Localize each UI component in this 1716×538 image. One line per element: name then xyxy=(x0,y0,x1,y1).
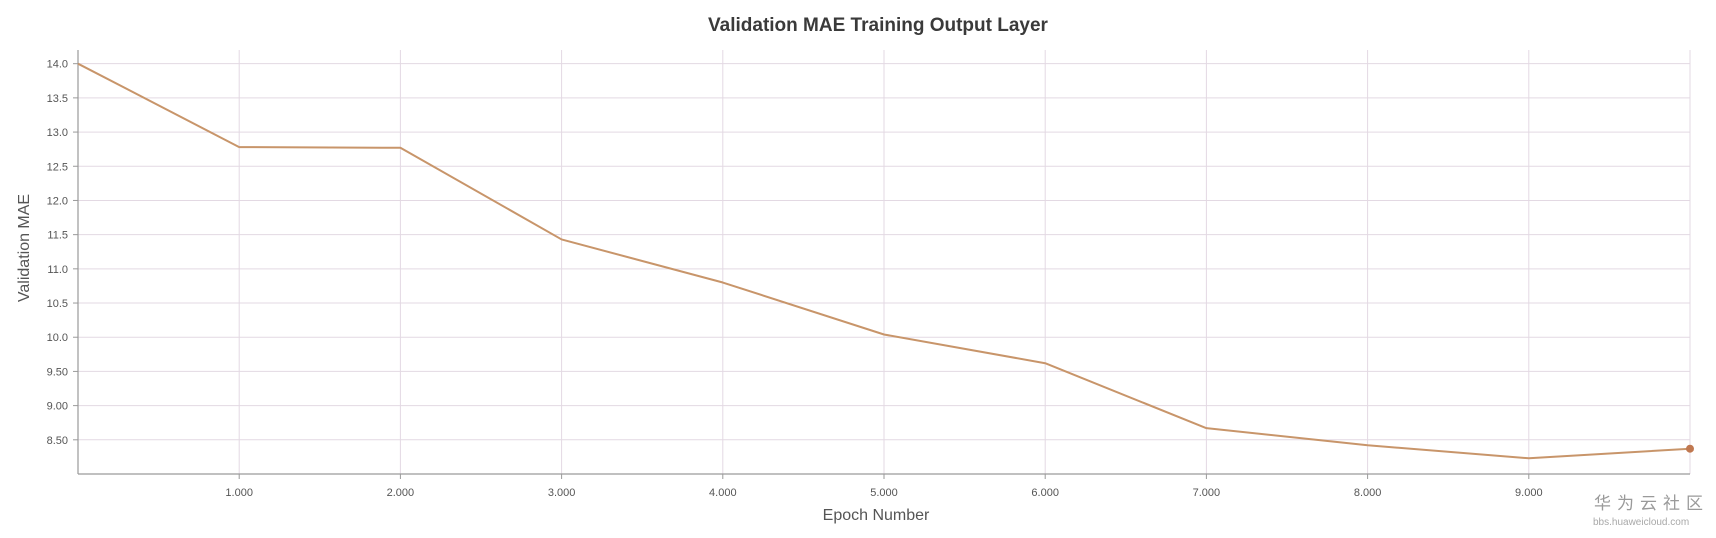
y-tick-label: 9.00 xyxy=(47,401,68,413)
y-tick-label: 11.5 xyxy=(47,230,68,242)
x-tick-label: 5.000 xyxy=(870,487,898,499)
y-tick-label: 12.5 xyxy=(47,161,68,173)
watermark-url: bbs.huaweicloud.com xyxy=(1593,517,1689,528)
y-tick-label: 9.50 xyxy=(47,366,68,378)
y-axis-label: Validation MAE xyxy=(16,194,33,302)
x-tick-label: 9.000 xyxy=(1515,487,1543,499)
y-tick-label: 14.0 xyxy=(47,59,68,71)
watermark-text: 华为云社区 xyxy=(1594,494,1709,513)
chart-title: Validation MAE Training Output Layer xyxy=(708,15,1049,36)
x-tick-labels: 1.000 2.000 3.000 4.000 5.000 6.000 7.000 8.000… xyxy=(225,487,1542,499)
data-series xyxy=(78,64,1694,459)
x-tick-label: 7.000 xyxy=(1193,487,1221,499)
grid-lines xyxy=(78,50,1690,474)
x-tick-label: 3.000 xyxy=(548,487,576,499)
y-tick-label: 8.50 xyxy=(47,435,68,447)
x-tick-label: 2.000 xyxy=(387,487,415,499)
y-tick-label: 10.5 xyxy=(47,298,68,310)
y-tick-label: 10.0 xyxy=(47,332,68,344)
series-end-point xyxy=(1686,445,1694,453)
y-tick-label: 11.0 xyxy=(47,264,68,276)
y-tick-label: 13.5 xyxy=(47,93,68,105)
y-tick-labels: 8.50 9.00 9.50 10.0 10.5 11.0 11.5 12.0 12.5 13.0… xyxy=(47,59,68,447)
y-tick-label: 12.0 xyxy=(47,195,68,207)
x-tick-label: 8.000 xyxy=(1354,487,1382,499)
x-tick-label: 4.000 xyxy=(709,487,737,499)
x-axis-label: Epoch Number xyxy=(823,507,930,524)
x-tick-label: 6.000 xyxy=(1031,487,1059,499)
axes xyxy=(73,50,1690,479)
x-tick-label: 1.000 xyxy=(225,487,253,499)
y-tick-label: 13.0 xyxy=(47,127,68,139)
